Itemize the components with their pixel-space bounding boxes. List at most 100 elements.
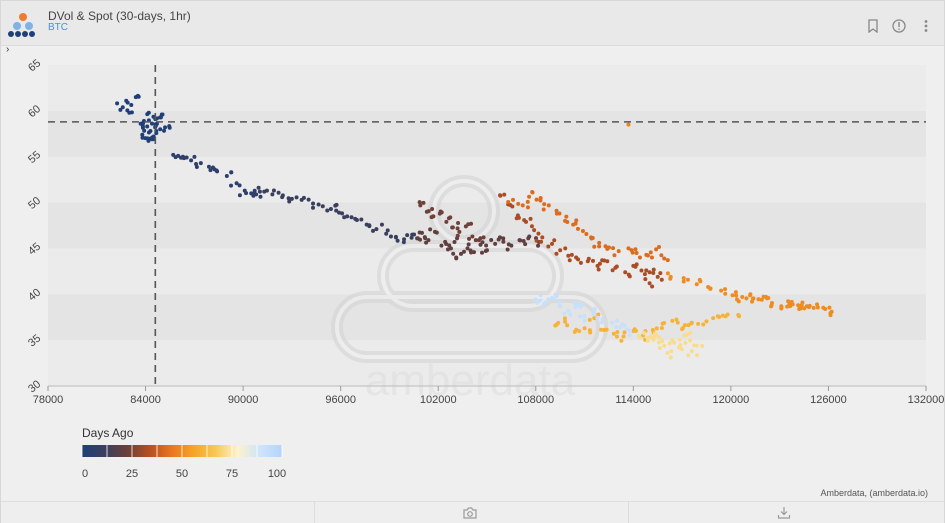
- data-point: [670, 318, 675, 323]
- data-point: [542, 202, 547, 207]
- data-point: [448, 215, 453, 220]
- data-point: [623, 270, 628, 275]
- data-point: [534, 197, 539, 202]
- plot-band: [48, 340, 926, 386]
- data-point: [566, 308, 571, 313]
- data-point: [744, 296, 749, 301]
- data-point: [688, 338, 693, 343]
- data-point: [525, 199, 530, 204]
- download-icon[interactable]: [777, 506, 791, 519]
- data-point: [785, 304, 790, 309]
- data-point: [546, 244, 551, 249]
- data-point: [167, 124, 172, 129]
- data-point: [564, 214, 569, 219]
- data-point: [125, 108, 130, 113]
- data-point: [590, 258, 595, 263]
- data-point: [815, 305, 820, 310]
- data-point: [553, 292, 558, 297]
- data-point: [501, 236, 506, 241]
- data-point: [769, 304, 774, 309]
- data-point: [796, 303, 801, 308]
- plot-band: [48, 110, 926, 157]
- data-point: [444, 242, 449, 247]
- watermark: amberdata: [331, 175, 608, 405]
- data-point: [620, 322, 625, 327]
- data-point: [520, 203, 525, 208]
- data-point: [450, 225, 455, 230]
- card-footer: [1, 501, 944, 523]
- data-point: [645, 339, 650, 344]
- data-point: [677, 337, 682, 342]
- data-point: [115, 101, 120, 106]
- data-point: [597, 244, 602, 249]
- data-point: [469, 250, 474, 255]
- data-point: [642, 272, 647, 277]
- data-point: [158, 127, 163, 132]
- data-point: [340, 211, 345, 216]
- data-point: [614, 318, 619, 323]
- data-point: [582, 326, 587, 331]
- x-tick-label: 126000: [810, 394, 847, 406]
- data-point: [668, 276, 673, 281]
- data-point: [497, 235, 502, 240]
- data-point: [163, 125, 168, 130]
- data-point: [618, 325, 623, 330]
- data-point: [717, 315, 722, 320]
- data-point: [577, 329, 582, 334]
- data-point: [621, 334, 626, 339]
- data-point: [788, 304, 793, 309]
- data-point: [595, 315, 600, 320]
- data-point: [568, 312, 573, 317]
- data-point: [658, 271, 663, 276]
- data-point: [434, 230, 439, 235]
- data-point: [417, 200, 422, 205]
- data-point: [418, 203, 423, 208]
- data-point: [417, 230, 422, 235]
- data-point: [367, 223, 372, 228]
- data-point: [733, 290, 738, 295]
- data-point: [540, 235, 545, 240]
- data-point: [252, 188, 257, 193]
- data-point: [657, 346, 662, 351]
- data-point: [769, 300, 774, 305]
- data-point: [667, 341, 672, 346]
- y-tick-label: 40: [26, 287, 43, 304]
- info-icon[interactable]: [892, 19, 906, 33]
- footer-divider: [314, 502, 315, 523]
- data-point: [701, 322, 706, 327]
- data-point: [668, 355, 673, 360]
- data-point: [637, 334, 642, 339]
- data-point: [458, 251, 463, 256]
- chart-title: DVol & Spot (30-days, 1hr): [48, 9, 191, 23]
- data-point: [192, 154, 197, 159]
- data-point: [256, 185, 261, 190]
- data-point: [234, 181, 239, 186]
- data-point: [748, 293, 753, 298]
- data-point: [723, 291, 728, 296]
- data-point: [470, 234, 475, 239]
- data-point: [651, 270, 656, 275]
- data-point: [506, 242, 511, 247]
- data-point: [478, 236, 483, 241]
- data-point: [657, 245, 662, 250]
- data-point: [428, 227, 433, 232]
- data-point: [596, 267, 601, 272]
- colorbar-title: Days Ago: [82, 426, 134, 440]
- data-point: [454, 256, 459, 261]
- chevron-right-icon[interactable]: ›: [6, 44, 10, 55]
- data-point: [388, 234, 393, 239]
- data-point: [374, 227, 379, 232]
- data-point: [655, 274, 660, 279]
- camera-icon[interactable]: [463, 506, 477, 519]
- data-point: [647, 270, 652, 275]
- colorbar-tick-label: 50: [176, 468, 188, 480]
- data-point: [154, 131, 159, 136]
- more-vert-icon[interactable]: [919, 19, 933, 33]
- data-point: [455, 226, 460, 231]
- data-point: [588, 330, 593, 335]
- credits-text[interactable]: Amberdata, (amberdata.io): [820, 488, 928, 498]
- data-point: [532, 228, 537, 233]
- data-point: [505, 247, 510, 252]
- bookmark-icon[interactable]: [866, 19, 880, 33]
- data-point: [129, 102, 134, 107]
